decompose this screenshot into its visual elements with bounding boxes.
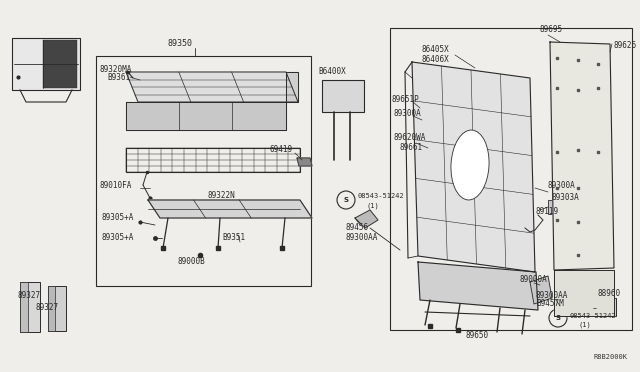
Text: S: S — [556, 315, 561, 321]
Text: 89119: 89119 — [535, 208, 558, 217]
Text: B9457M: B9457M — [536, 299, 564, 308]
Polygon shape — [550, 42, 614, 270]
Polygon shape — [126, 72, 298, 102]
Text: R8B2000K: R8B2000K — [594, 354, 628, 360]
Bar — [48, 286, 55, 331]
Bar — [43, 40, 77, 88]
Bar — [48, 286, 66, 331]
Bar — [126, 148, 300, 172]
Polygon shape — [126, 102, 286, 130]
Text: 89626: 89626 — [613, 41, 636, 49]
Text: S: S — [344, 197, 349, 203]
Text: 08543-51242: 08543-51242 — [570, 313, 617, 319]
Polygon shape — [148, 200, 312, 218]
Bar — [322, 80, 364, 112]
Text: 89305+A: 89305+A — [102, 214, 134, 222]
Text: B9351: B9351 — [222, 234, 245, 243]
Text: 89651P: 89651P — [392, 96, 420, 105]
Text: 89300A: 89300A — [393, 109, 420, 118]
Polygon shape — [286, 72, 298, 102]
Polygon shape — [554, 270, 614, 316]
Polygon shape — [418, 262, 538, 310]
Bar — [548, 200, 564, 214]
Ellipse shape — [451, 130, 489, 200]
Text: 86406X: 86406X — [422, 55, 450, 64]
Bar — [20, 282, 40, 332]
Text: 89303A: 89303A — [552, 193, 580, 202]
Text: 89010FA: 89010FA — [100, 180, 132, 189]
Text: 89456: 89456 — [345, 224, 368, 232]
Bar — [20, 282, 28, 332]
Text: (1): (1) — [366, 203, 379, 209]
Text: 89320MA: 89320MA — [100, 64, 132, 74]
Text: 89327: 89327 — [18, 292, 41, 301]
Bar — [558, 118, 598, 170]
Text: 89322N: 89322N — [207, 192, 235, 201]
Text: 89661: 89661 — [400, 144, 423, 153]
Polygon shape — [412, 62, 535, 272]
Text: B6400X: B6400X — [318, 67, 346, 77]
Polygon shape — [297, 158, 312, 166]
Text: 89305+A: 89305+A — [102, 234, 134, 243]
Text: 86405X: 86405X — [422, 45, 450, 55]
Text: B9361: B9361 — [107, 73, 130, 81]
Bar — [96, 56, 311, 286]
Polygon shape — [355, 210, 378, 228]
Text: 89350: 89350 — [168, 38, 193, 48]
Text: 89300AA: 89300AA — [536, 292, 568, 301]
Text: 89300A: 89300A — [548, 182, 576, 190]
Text: 89650: 89650 — [466, 331, 489, 340]
Text: 89000A: 89000A — [520, 276, 548, 285]
Text: 89327: 89327 — [36, 304, 59, 312]
Bar — [390, 28, 632, 330]
Text: (1): (1) — [578, 322, 591, 328]
Polygon shape — [530, 276, 552, 304]
Bar — [596, 298, 616, 316]
Text: 89000B: 89000B — [178, 257, 205, 266]
Text: 89695: 89695 — [540, 26, 563, 35]
Text: 89620WA: 89620WA — [393, 134, 426, 142]
Bar — [12, 38, 80, 90]
Text: 08543-51242: 08543-51242 — [358, 193, 404, 199]
Text: 89300AA: 89300AA — [345, 234, 378, 243]
Text: 88960: 88960 — [597, 289, 620, 298]
Text: 69419: 69419 — [270, 145, 293, 154]
